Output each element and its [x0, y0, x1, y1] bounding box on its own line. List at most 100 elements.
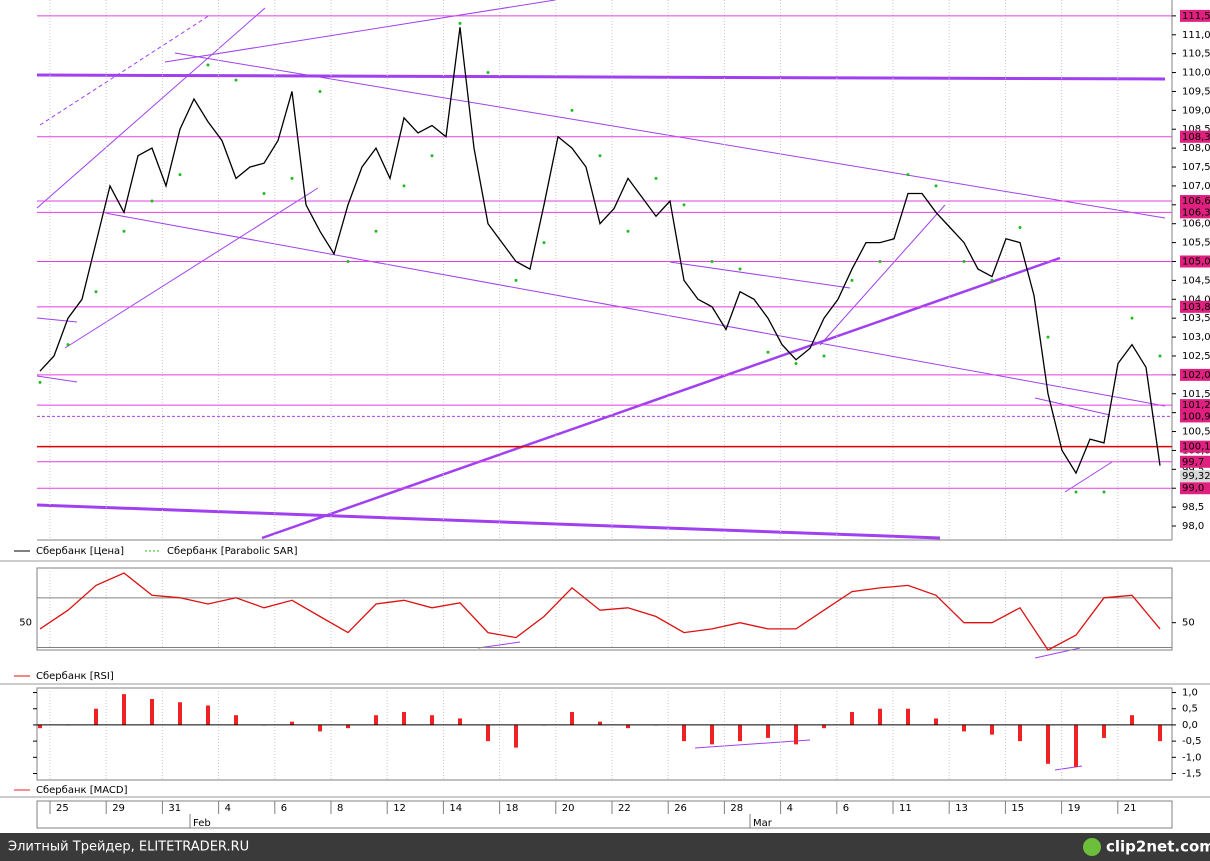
level-label: 99,0	[1182, 483, 1204, 494]
macd-bar	[1158, 724, 1162, 742]
sar-dot	[710, 259, 714, 263]
macd-bar	[570, 711, 574, 725]
date-label: 31	[168, 803, 181, 814]
y-tick-label: -1,0	[1182, 752, 1202, 763]
macd-bar	[38, 724, 42, 729]
y-tick-label: 109,0	[1182, 105, 1210, 116]
sar-dot	[906, 173, 910, 177]
trend-line	[1034, 397, 1111, 416]
sar-dot	[514, 278, 518, 282]
level-box	[1180, 300, 1210, 313]
trend-line	[174, 52, 1166, 219]
macd-bar	[598, 721, 602, 725]
y-tick-label: 107,0	[1182, 181, 1210, 192]
trend-line	[36, 375, 78, 383]
logo-text: clip2net.com	[1106, 838, 1210, 856]
sar-dot	[766, 350, 770, 354]
macd-bar	[794, 724, 798, 745]
trend-line	[36, 73, 1166, 81]
sar-dot	[458, 21, 462, 25]
y-tick-label: 103,5	[1182, 313, 1210, 324]
level-label: 108,3	[1182, 132, 1210, 143]
trend-line	[1064, 461, 1113, 493]
y-tick-label: 0,5	[1182, 704, 1198, 715]
date-label: 11	[899, 803, 912, 814]
macd-bar	[290, 721, 294, 725]
sar-dot	[486, 71, 490, 75]
sar-dot	[1074, 490, 1078, 494]
sar-dot	[542, 241, 546, 245]
y-tick-label: 104,5	[1182, 275, 1210, 286]
macd-bar	[990, 724, 994, 735]
trend-line	[164, 0, 556, 63]
trend-line	[819, 204, 946, 346]
macd-bar	[626, 724, 630, 729]
date-label: 12	[393, 803, 406, 814]
y-tick-label: 0,0	[1182, 720, 1198, 731]
sar-dot	[1102, 490, 1106, 494]
sar-dot	[1158, 354, 1162, 358]
sar-dot	[738, 267, 742, 271]
sar-dot	[122, 229, 126, 233]
trend-line	[36, 503, 941, 540]
macd-bar	[962, 724, 966, 732]
level-label: 100,1	[1182, 442, 1210, 453]
sar-dot	[262, 191, 266, 195]
y-tick-label-left: 50	[19, 618, 32, 629]
sar-dot	[962, 259, 966, 263]
trend-line	[39, 14, 211, 126]
legend-label: Сбербанк [Цена]	[36, 546, 124, 557]
y-tick-label: 111,0	[1182, 30, 1210, 41]
y-tick-label: 108,5	[1182, 124, 1210, 135]
y-tick-label: 100,5	[1182, 427, 1210, 438]
macd-bar	[906, 708, 910, 725]
sar-dot	[430, 154, 434, 158]
sar-dot	[66, 343, 70, 347]
y-tick-label: 1,0	[1182, 688, 1198, 699]
level-box	[1180, 482, 1210, 495]
y-tick-label: 109,5	[1182, 86, 1210, 97]
y-tick-label: -0,5	[1182, 736, 1202, 747]
y-tick-label: 107,5	[1182, 162, 1210, 173]
macd-bar	[234, 715, 238, 725]
date-label: 4	[225, 803, 231, 814]
macd-bar	[206, 705, 210, 725]
series-line	[39, 27, 1161, 475]
date-label: 14	[449, 803, 462, 814]
macd-bar	[1018, 724, 1022, 742]
level-label: 105,0	[1182, 256, 1210, 267]
date-label: 6	[843, 803, 849, 814]
date-frame	[36, 800, 1173, 829]
y-tick-label: 110,0	[1182, 68, 1210, 79]
sar-dot	[206, 63, 210, 67]
macd-bar	[738, 724, 742, 742]
level-box	[1180, 399, 1210, 412]
date-label: 28	[730, 803, 743, 814]
footer-text: Элитный Трейдер, ELITETRADER.RU	[8, 840, 249, 855]
macd-bar	[346, 724, 350, 729]
trend-line	[669, 261, 851, 289]
sar-dot	[318, 89, 322, 93]
trend-line	[36, 317, 78, 323]
level-label: 103,8	[1182, 302, 1210, 313]
legend-label: Сбербанк [Parabolic SAR]	[167, 546, 298, 557]
macd-bar	[430, 715, 434, 725]
y-tick-label: -1,5	[1182, 769, 1202, 780]
sar-dot	[570, 108, 574, 112]
y-tick-label: 101,5	[1182, 389, 1210, 400]
sar-dot	[934, 184, 938, 188]
macd-bar	[458, 718, 462, 725]
trend-line	[694, 739, 811, 749]
month-label: Mar	[753, 818, 773, 829]
sar-dot	[878, 259, 882, 263]
date-label: 8	[337, 803, 343, 814]
date-label: 22	[618, 803, 631, 814]
date-label: 25	[56, 803, 69, 814]
level-box	[1180, 255, 1210, 268]
trend-line	[64, 187, 319, 349]
trend-lines	[36, 0, 1166, 771]
footer-bar	[0, 833, 1210, 861]
sar-dot	[94, 290, 98, 294]
frames	[36, 0, 1173, 829]
